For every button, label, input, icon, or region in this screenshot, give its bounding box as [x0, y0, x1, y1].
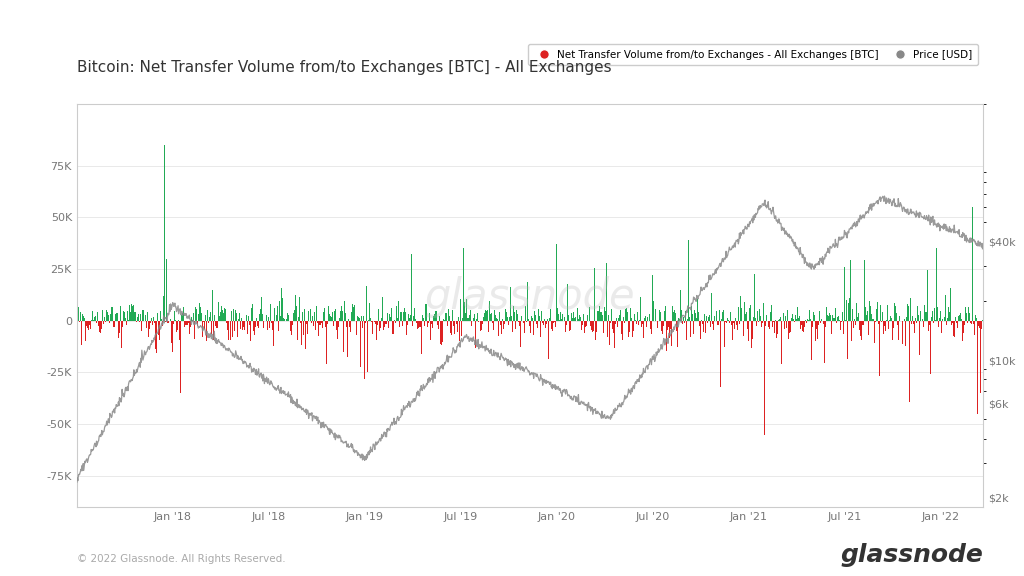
Text: Bitcoin: Net Transfer Volume from/to Exchanges [BTC] - All Exchanges: Bitcoin: Net Transfer Volume from/to Exc… [77, 60, 611, 75]
Text: © 2022 Glassnode. All Rights Reserved.: © 2022 Glassnode. All Rights Reserved. [77, 554, 286, 563]
Text: glassnode: glassnode [840, 543, 983, 567]
Text: glassnode: glassnode [425, 276, 635, 318]
Legend: Net Transfer Volume from/to Exchanges - All Exchanges [BTC], Price [USD]: Net Transfer Volume from/to Exchanges - … [528, 44, 978, 65]
